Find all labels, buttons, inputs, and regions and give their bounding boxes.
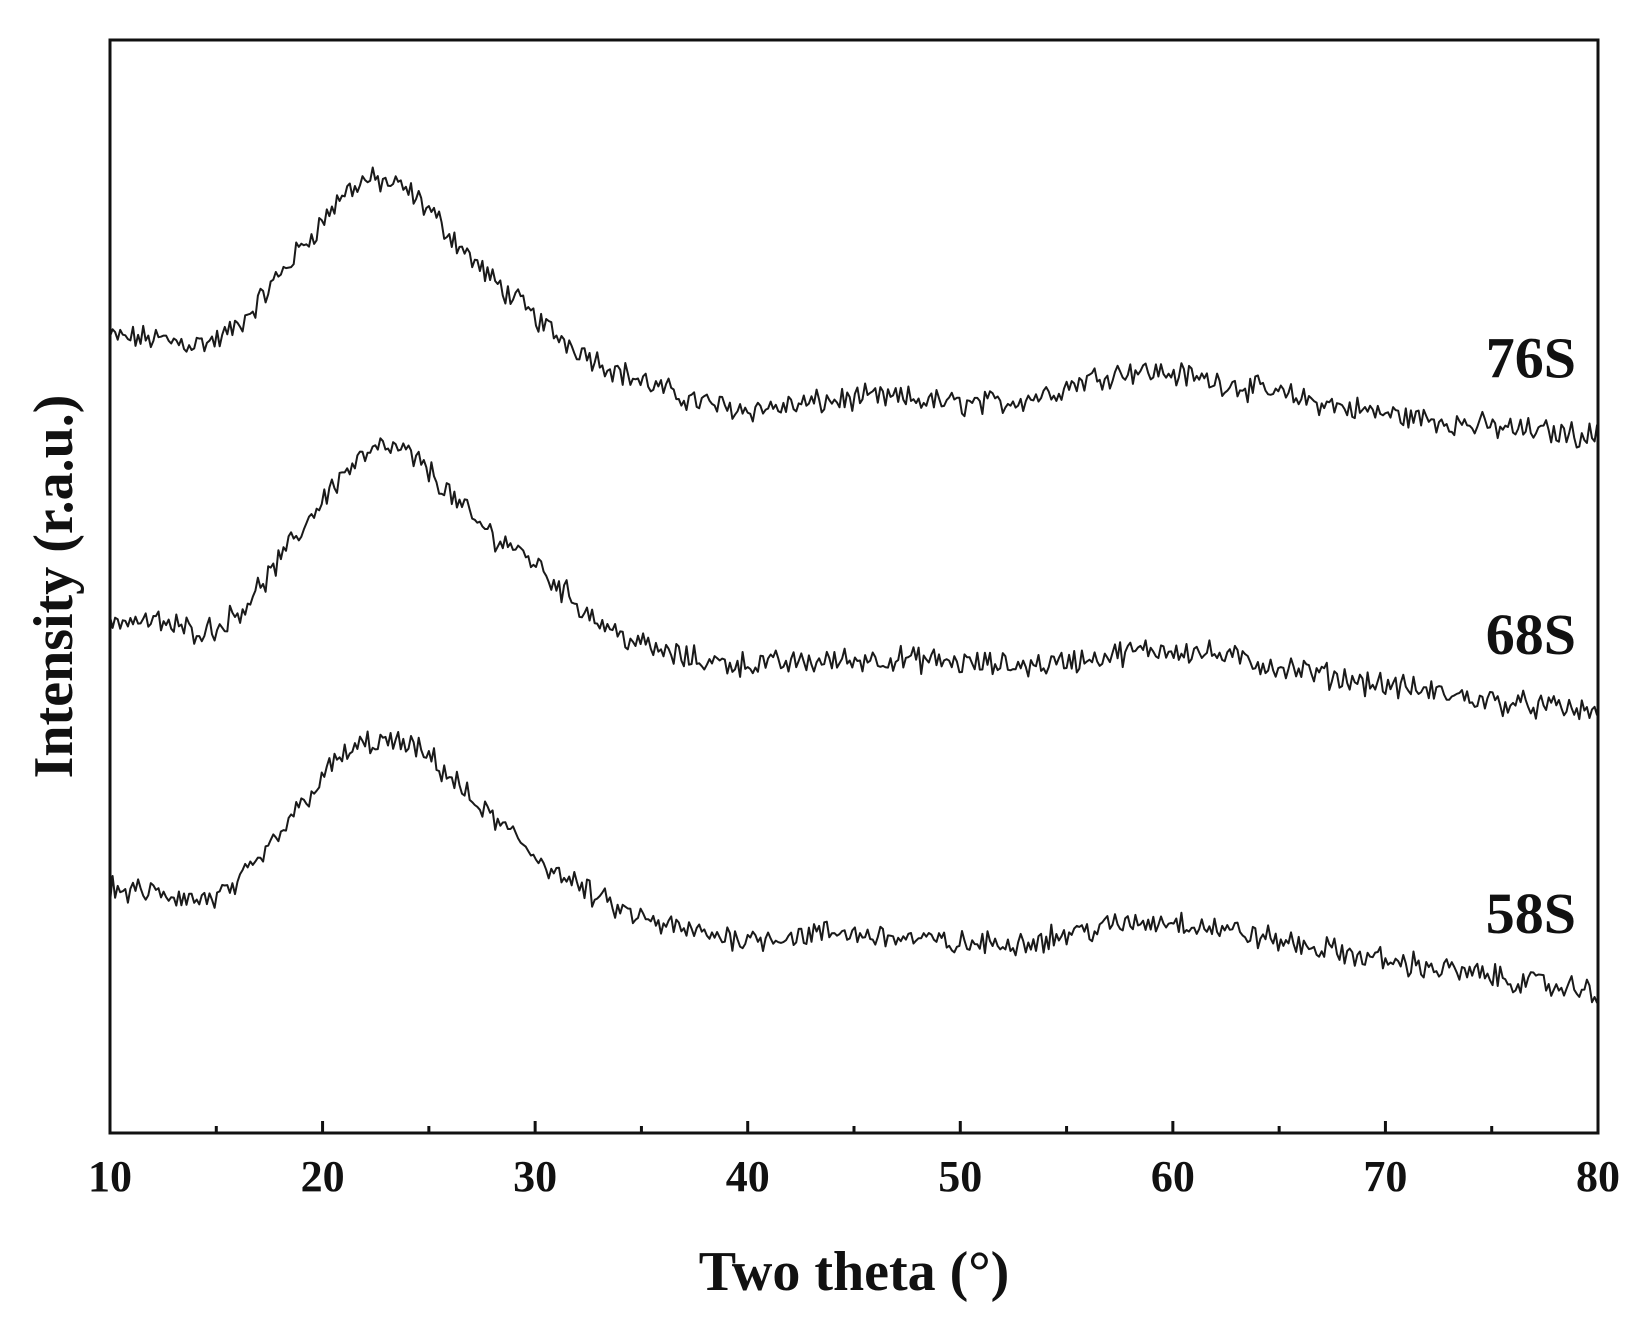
series-labels: 76S 68S 58S [1486,326,1576,946]
plot-frame [108,38,1600,1135]
x-tick-labels: 10 20 30 40 50 60 70 80 [88,1152,1620,1201]
series-label-76S: 76S [1486,326,1576,391]
series-line-68S [109,437,1599,721]
x-tick-label: 30 [513,1152,557,1201]
x-tick-label: 50 [938,1152,982,1201]
y-axis-title: Intensity (r.a.u.) [23,395,85,779]
series-label-68S: 68S [1486,602,1576,667]
series-traces [109,166,1599,1004]
series-line-76S [109,166,1599,449]
x-axis-title: Two theta (°) [699,1241,1010,1303]
x-tick-label: 10 [88,1152,132,1201]
x-tick-label: 40 [726,1152,770,1201]
series-line-58S [109,730,1599,1004]
x-tick-label: 70 [1363,1152,1407,1201]
x-tick-label: 60 [1151,1152,1195,1201]
series-label-58S: 58S [1486,881,1576,946]
x-tick-label: 20 [301,1152,345,1201]
x-tick-label: 80 [1576,1152,1620,1201]
